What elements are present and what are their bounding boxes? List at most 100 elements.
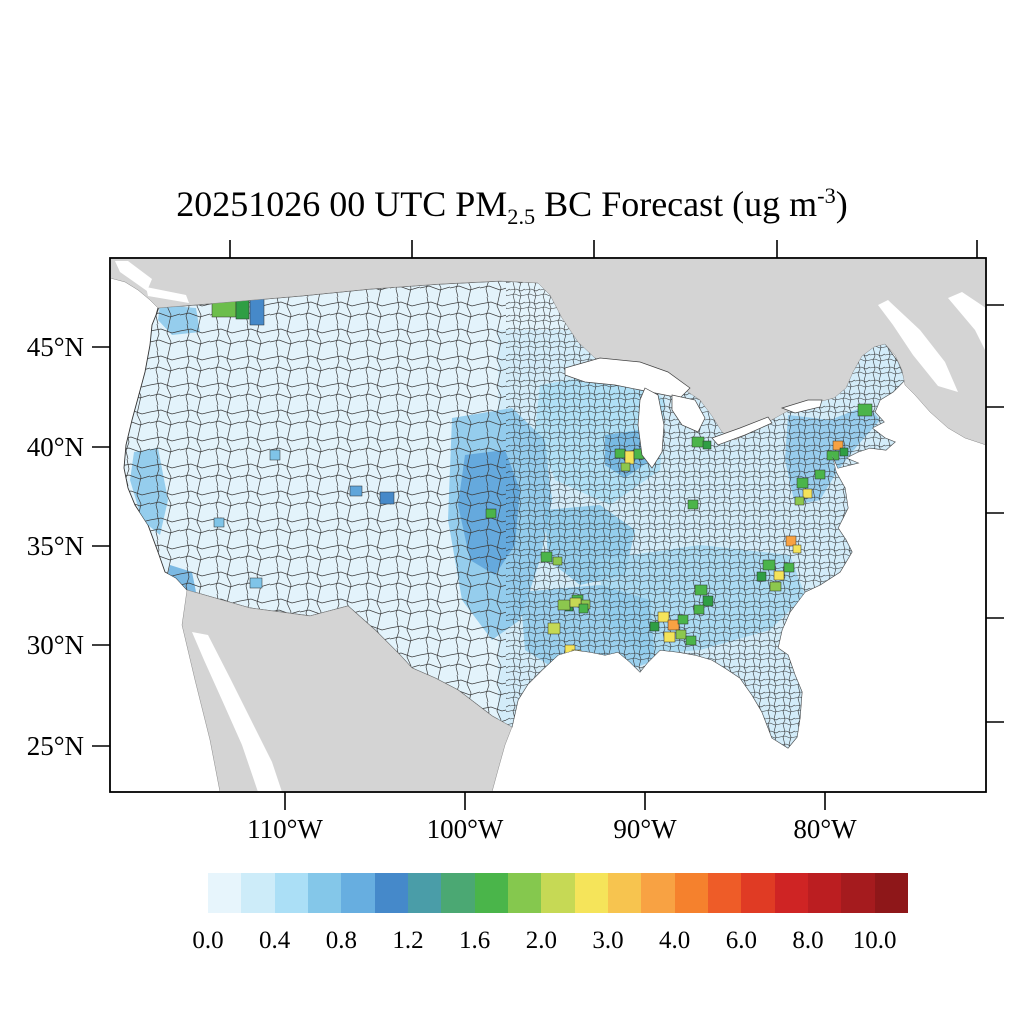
colorbar-cell-13 — [641, 873, 675, 913]
colorbar: 0.0 0.4 0.8 1.2 1.6 2.0 3.0 4.0 6.0 8.0 10.0 — [192, 873, 908, 954]
hotspot-nyc-green-2 — [839, 447, 849, 457]
hotspot-atlanta-yellow-2 — [663, 631, 676, 643]
lake-michigan — [637, 387, 665, 469]
bay-of-fundy — [948, 292, 985, 350]
hotspot-east-texas-yellow-1 — [547, 622, 561, 635]
colorbar-cell-5 — [374, 873, 408, 913]
colorbar-tick-label: 6.0 — [725, 927, 757, 954]
colorbar-tick-label: 10.0 — [852, 927, 897, 954]
map-frame — [109, 257, 987, 793]
hotspot-carolinas-yellowgreen — [769, 581, 782, 592]
title-subscript: 2.5 — [507, 204, 536, 230]
hotspot-baltimore-green — [796, 477, 809, 489]
colorbar-tick-label: 1.6 — [459, 927, 491, 954]
hotspot-nyc-orange — [832, 440, 844, 451]
hotspot-ohio-green — [687, 499, 699, 510]
hotspot-atlanta-yellowgreen — [675, 629, 687, 640]
colorbar-cell-2 — [274, 873, 308, 913]
hotspot-dc-yellow — [802, 488, 813, 499]
y-tick-label: 40°N — [27, 432, 84, 462]
colorbar-cell-15 — [707, 873, 742, 913]
hotspot-atlanta-green-3 — [649, 621, 660, 632]
colorbar-cell-11 — [574, 873, 608, 913]
colorbar-cell-14 — [674, 873, 708, 913]
hotspot-chicago-yellowgreen — [620, 462, 631, 472]
title-middle: BC Forecast (ug m — [535, 184, 818, 224]
hotspot-greenville-green-2 — [702, 595, 714, 607]
hotspot-greenville-green-1 — [694, 584, 708, 596]
colorbar-tick-label: 0.0 — [192, 927, 224, 954]
title-superscript: -3 — [817, 183, 836, 208]
hotspot-las-vegas-blue — [213, 517, 225, 528]
hotspot-east-texas-yellow-2 — [569, 597, 582, 608]
hotspot-detroit-green — [691, 436, 705, 448]
x-tick-label: 110°W — [247, 814, 323, 844]
mexico-landmass — [181, 589, 513, 791]
colorbar-tick-label: 2.0 — [525, 927, 557, 954]
hotspot-kansas-green — [485, 508, 497, 519]
hotspot-salt-lake-blue — [269, 449, 281, 461]
hotspot-carolinas-green-1 — [762, 559, 776, 571]
colorbar-cell-7 — [441, 873, 475, 913]
y-tick-label: 45°N — [27, 332, 84, 362]
hotspot-oklahoma-yellowgreen — [552, 556, 563, 566]
hotspot-chicago-yellow — [624, 450, 635, 465]
hotspot-nyc-green — [826, 450, 840, 461]
colorbar-cell-8 — [474, 873, 508, 913]
hotspot-atlanta-yellow-1 — [657, 611, 670, 623]
lake-huron — [671, 394, 706, 433]
hotspot-chicago-green-w — [614, 448, 626, 459]
y-tick-label: 30°N — [27, 630, 84, 660]
hotspot-denver-blue — [349, 485, 363, 497]
strait-of-georgia — [115, 261, 152, 291]
colorbar-tick-label: 8.0 — [792, 927, 824, 954]
colorbar-cell-3 — [307, 873, 342, 913]
colorbar-cell-20 — [874, 873, 908, 913]
canada-landmass — [111, 259, 985, 445]
colorbar-tick-label: 1.2 — [392, 927, 424, 954]
hotspot-philadelphia-green — [814, 469, 826, 480]
hotspot-atlanta-orange — [667, 619, 680, 631]
hotspot-east-texas-yellowgreen — [557, 599, 571, 611]
gulf-of-california — [192, 632, 282, 791]
lake-ontario — [780, 399, 823, 414]
axis-ticks-and-labels: 45°N 40°N 35°N 30°N 25°N 110°W 100°W 90°W 80°W — [27, 240, 1004, 844]
hotspot-detroit-green-2 — [702, 440, 712, 450]
hotspot-phoenix-blue — [249, 577, 263, 589]
hotspot-boston-green — [857, 403, 873, 417]
colorbar-tick-label: 0.4 — [259, 927, 291, 954]
hotspot-greenville-green-3 — [693, 604, 705, 615]
hotspot-east-texas-green — [578, 603, 589, 614]
x-tick-label: 90°W — [613, 814, 677, 844]
colorbar-cell-18 — [807, 873, 842, 913]
colorbar-cell-17 — [774, 873, 808, 913]
hotspot-virginia-orange — [785, 535, 797, 547]
hotspot-atlanta-green-2 — [685, 635, 697, 646]
colorbar-cell-10 — [541, 873, 575, 913]
colorbar-cell-12 — [607, 873, 642, 913]
colorbar-cell-6 — [407, 873, 442, 913]
colorbar-cell-4 — [341, 873, 375, 913]
hotspot-carolinas-yellow — [773, 570, 785, 581]
gulf-st-lawrence — [878, 300, 958, 392]
hotspot-carolinas-green-2 — [783, 562, 795, 573]
hotspot-virginia-yellow — [792, 544, 802, 554]
colorbar-cell-16 — [741, 873, 775, 913]
colorbar-cell-9 — [507, 873, 542, 913]
colorbar-cell-1 — [241, 873, 275, 913]
x-tick-label: 80°W — [793, 814, 857, 844]
colorbar-tick-label: 0.8 — [325, 927, 357, 954]
hotspot-montana-blue — [379, 491, 395, 505]
x-tick-label: 100°W — [427, 814, 504, 844]
page-title: 20251026 00 UTC PM2.5 BC Forecast (ug m-… — [0, 183, 1024, 230]
colorbar-cell-0 — [208, 873, 242, 913]
great-lakes — [564, 357, 823, 469]
lake-erie — [711, 416, 773, 446]
hotspot-dc-yellowgreen — [794, 496, 805, 506]
colorbar-tick-label: 3.0 — [592, 927, 624, 954]
hotspot-nw-washington-blue — [249, 297, 265, 326]
colorbar-cells — [208, 873, 908, 913]
hotspot-oklahoma-green — [540, 551, 553, 563]
